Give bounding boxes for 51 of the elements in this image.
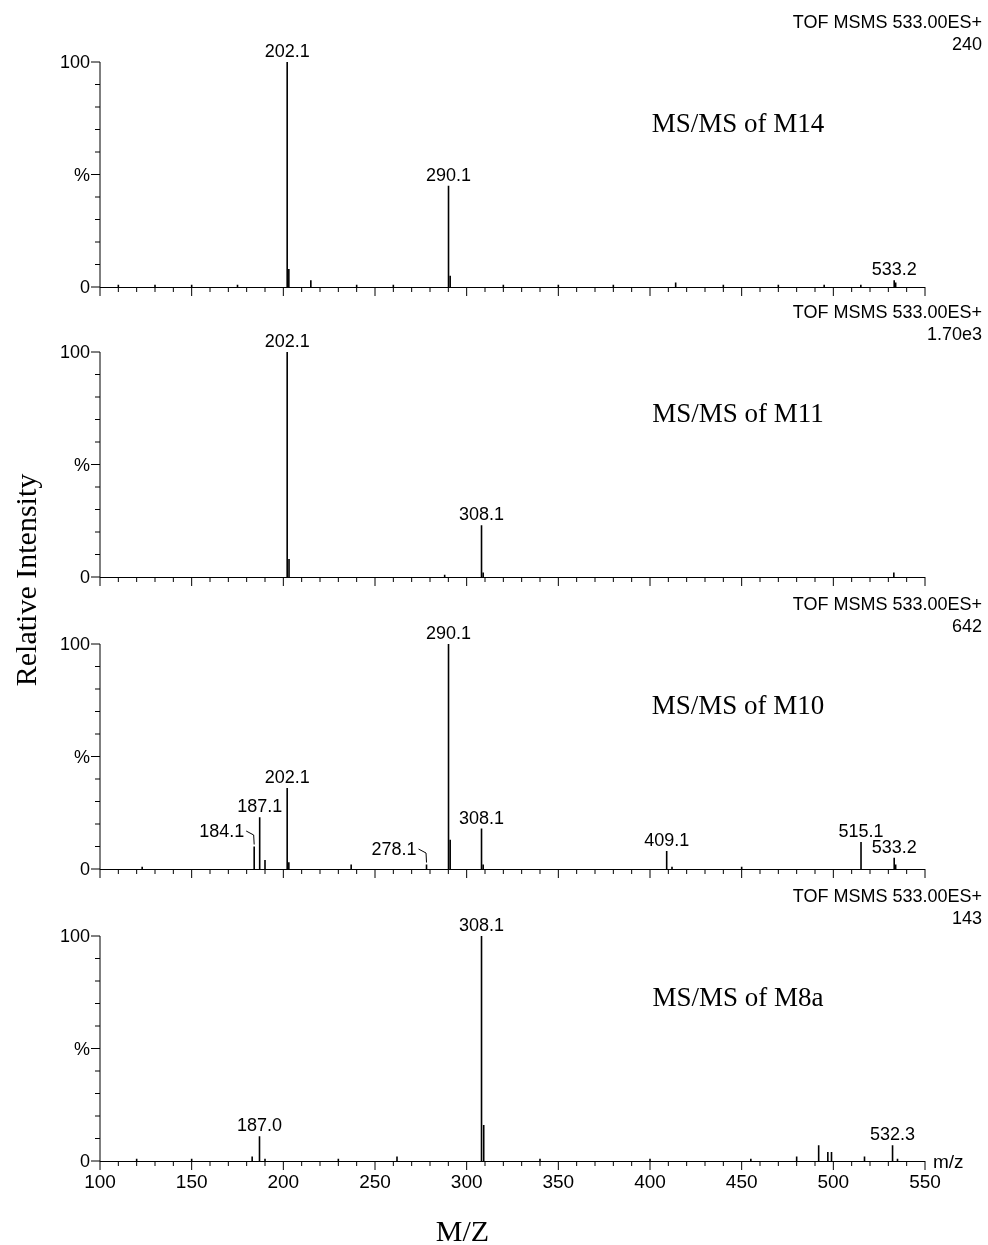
y-tick-label: 100 [59,342,90,363]
annotation: 202.1 [264,41,310,61]
y-tick-label: % [73,746,90,767]
text: TOF MSMS 533.00ES+ [792,594,982,614]
x-tick-label: 300 [450,1171,483,1192]
text: 1.70e3 [926,324,982,344]
annotation: 202.1 [264,767,310,787]
y-tick-label: 0 [79,567,90,588]
text: MS/MS of M11 [652,398,824,428]
x-tick-label: 550 [909,1171,941,1192]
annotation: 532.3 [870,1124,916,1145]
annotation: 290.1 [425,623,472,643]
x-tick-label: 350 [542,1171,575,1192]
x-tick-label: 450 [725,1171,758,1192]
text: 240 [951,34,982,54]
x-tick-label: 150 [175,1171,208,1192]
y-tick-label: 0 [79,859,90,880]
text: MS/MS of M14 [651,108,825,138]
y-tick-label: 100 [59,52,90,73]
annotation: 202.1 [264,331,310,351]
y-axis-title: Relative Intensity [9,473,42,687]
x-tick-label: 500 [817,1171,850,1192]
text: MS/MS of M10 [651,690,825,720]
y-tick-label: 100 [59,634,90,655]
y-tick-label: 0 [79,277,90,298]
annotation: 409.1 [644,830,690,850]
text: m/z [933,1151,964,1172]
text: TOF MSMS 533.00ES+ [792,886,982,906]
annotation: 290.1 [425,164,472,185]
y-tick-label: 100 [59,926,90,947]
x-tick-label: 200 [267,1171,300,1192]
annotation: 187.1 [237,796,283,817]
y-tick-label: % [73,1038,90,1059]
annotation: 184.1 [199,820,245,841]
y-tick-label: % [73,454,90,475]
text: TOF MSMS 533.00ES+ [792,12,982,32]
x-axis-title: M/Z [435,1214,490,1245]
x-tick-label: 250 [359,1171,391,1192]
text: 143 [951,908,982,928]
annotation: 308.1 [458,807,505,828]
annotation: 308.1 [458,504,505,525]
y-tick-label: 0 [79,1151,90,1172]
annotation: 187.0 [236,1115,283,1136]
y-tick-label: % [73,164,90,185]
annotation: 278.1 [371,838,417,859]
text: MS/MS of M8a [652,982,824,1012]
annotation: 533.2 [871,259,917,280]
text: 642 [951,616,982,636]
annotation: 308.1 [458,915,505,935]
x-tick-label: 400 [634,1171,666,1192]
text: TOF MSMS 533.00ES+ [792,302,982,322]
